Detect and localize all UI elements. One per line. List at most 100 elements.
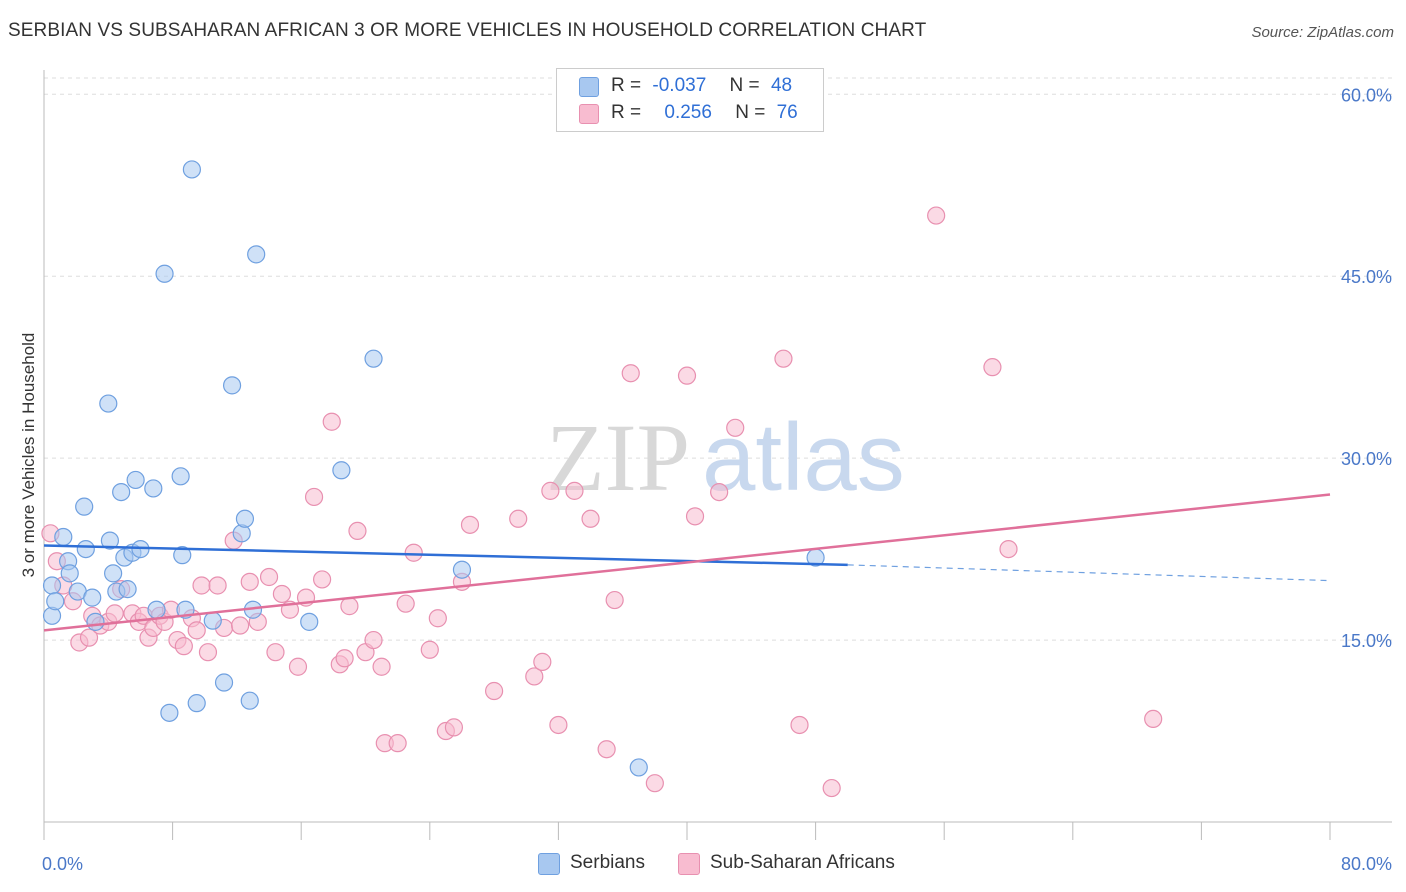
subsaharan-swatch bbox=[579, 104, 599, 124]
subsaharan-point bbox=[509, 509, 528, 528]
subsaharan-point bbox=[174, 637, 193, 656]
serbians-point bbox=[452, 560, 472, 579]
subsaharan-point bbox=[726, 418, 745, 437]
subsaharan-point bbox=[541, 481, 560, 500]
serbians-point bbox=[222, 376, 242, 395]
n-label: N = bbox=[729, 75, 760, 96]
source-label: Source: ZipAtlas.com bbox=[1251, 24, 1394, 41]
serbians-point bbox=[112, 482, 131, 502]
subsaharan-point bbox=[685, 507, 705, 526]
subsaharan-point bbox=[420, 640, 439, 659]
subsaharan-point bbox=[621, 364, 640, 383]
subsaharan-point bbox=[388, 734, 407, 753]
n-label: N = bbox=[735, 102, 766, 123]
serbians-point bbox=[147, 600, 166, 619]
serbians-point bbox=[203, 611, 222, 630]
subsaharan-point bbox=[927, 206, 946, 225]
subsaharan-point bbox=[322, 412, 341, 431]
subsaharan-point bbox=[549, 715, 568, 735]
subsaharan-point bbox=[710, 482, 729, 502]
subsaharan-point bbox=[335, 649, 354, 668]
subsaharan-point bbox=[444, 718, 464, 737]
n-value: 48 bbox=[770, 75, 793, 96]
subsaharan-point bbox=[565, 481, 584, 500]
serbians-point bbox=[240, 691, 259, 710]
subsaharan-trend-line bbox=[43, 493, 1331, 632]
serbians-point bbox=[75, 497, 94, 516]
grid-lines bbox=[44, 77, 1392, 641]
subsaharan-point bbox=[605, 590, 624, 610]
subsaharan-point bbox=[485, 681, 504, 701]
subsaharan-point bbox=[364, 630, 383, 650]
n-value: 76 bbox=[776, 102, 798, 123]
serbians-trend-line bbox=[43, 544, 848, 567]
subsaharan-point bbox=[198, 643, 218, 662]
subsaharan-point bbox=[105, 604, 124, 623]
subsaharan-point bbox=[790, 715, 809, 735]
serbians-point bbox=[144, 479, 163, 498]
subsaharan-point bbox=[525, 667, 544, 686]
r-value: 0.256 bbox=[664, 102, 712, 123]
serbians-point bbox=[187, 694, 206, 713]
subsaharan-point bbox=[677, 366, 697, 385]
subsaharan-point bbox=[372, 657, 391, 676]
stats-legend: R = -0.037 N = 48 R = 0.256 N = 76 bbox=[556, 68, 824, 132]
data-points bbox=[41, 160, 1163, 798]
subsaharan-point bbox=[533, 652, 552, 671]
serbians-point bbox=[182, 160, 201, 179]
subsaharan-point bbox=[396, 594, 415, 613]
subsaharan-point bbox=[240, 572, 259, 591]
serbians-point bbox=[118, 580, 137, 599]
subsaharan-point bbox=[983, 358, 1002, 377]
x-tick-label-max: 80.0% bbox=[1341, 854, 1392, 874]
subsaharan-point bbox=[645, 774, 664, 793]
r-label: R = bbox=[611, 102, 642, 123]
serbians-trend-line-extension bbox=[847, 564, 1331, 582]
subsaharan-point bbox=[192, 576, 211, 595]
subsaharan-point bbox=[231, 616, 250, 635]
y-axis-label: 3 or more Vehicles in Household bbox=[19, 333, 38, 578]
serbians-point bbox=[173, 546, 192, 565]
subsaharan-point bbox=[822, 778, 841, 798]
serbians-point bbox=[42, 576, 62, 595]
y-tick-label: 60.0% bbox=[1341, 85, 1392, 105]
subsaharan-point bbox=[304, 487, 324, 507]
serbians-point bbox=[171, 467, 190, 486]
subsaharan-point bbox=[348, 521, 367, 541]
serbians-point bbox=[83, 588, 102, 607]
serbians-point bbox=[214, 673, 234, 692]
serbians-swatch bbox=[579, 77, 599, 97]
subsaharan-point bbox=[597, 740, 616, 759]
subsaharan-legend-swatch bbox=[678, 853, 700, 875]
serbians-point bbox=[76, 539, 95, 559]
serbians-point bbox=[155, 264, 174, 283]
serbians-point bbox=[60, 564, 79, 583]
serbians-point bbox=[104, 564, 123, 583]
serbians-point bbox=[100, 531, 120, 550]
serbians-point bbox=[364, 349, 383, 368]
serbians-point bbox=[300, 612, 319, 631]
serbians-point bbox=[247, 245, 266, 264]
legend-label-subsaharan: Sub-Saharan Africans bbox=[710, 852, 895, 873]
serbians-point bbox=[126, 470, 145, 490]
subsaharan-point bbox=[1144, 709, 1163, 729]
subsaharan-point bbox=[340, 597, 359, 616]
y-tick-label: 45.0% bbox=[1341, 267, 1392, 287]
subsaharan-point bbox=[288, 657, 308, 676]
subsaharan-point bbox=[774, 349, 793, 368]
subsaharan-point bbox=[208, 576, 227, 595]
y-tick-label: 15.0% bbox=[1341, 631, 1392, 651]
subsaharan-point bbox=[404, 543, 423, 562]
subsaharan-point bbox=[187, 621, 206, 640]
serbians-point bbox=[332, 461, 351, 480]
subsaharan-point bbox=[266, 643, 285, 662]
axes bbox=[43, 70, 1392, 840]
subsaharan-point bbox=[999, 539, 1018, 559]
subsaharan-point bbox=[259, 567, 279, 587]
serbians-point bbox=[86, 612, 105, 631]
subsaharan-point bbox=[312, 570, 332, 589]
chart-title: SERBIAN VS SUBSAHARAN AFRICAN 3 OR MORE … bbox=[8, 20, 927, 41]
r-label: R = bbox=[611, 75, 642, 96]
tick-labels: 15.0% 30.0% 45.0% 60.0% 0.0% 80.0% bbox=[42, 85, 1392, 874]
